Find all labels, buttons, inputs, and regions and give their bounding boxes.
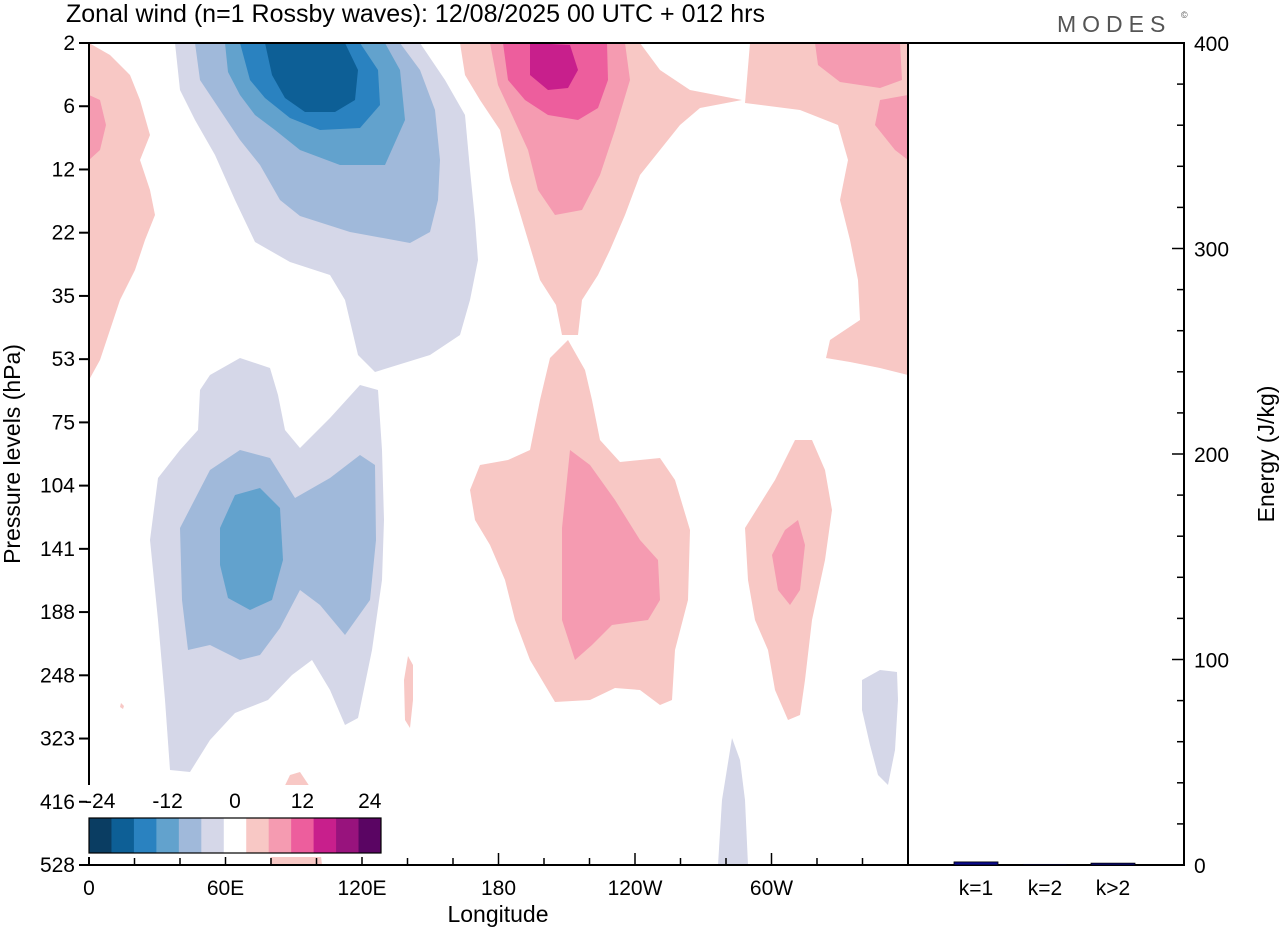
energy-category-label: k=1 (959, 877, 993, 900)
x-tick-label: 60W (750, 877, 793, 900)
colorbar-label: 0 (229, 790, 241, 813)
y-tick-label: 104 (40, 475, 75, 498)
colorbar-swatch (178, 818, 202, 853)
colorbar-swatch (111, 818, 135, 853)
colorbar-label: -12 (152, 790, 182, 813)
colorbar-swatch (291, 818, 315, 853)
colorbar-swatch (89, 818, 112, 853)
energy-bar (1022, 863, 1068, 866)
energy-tick-label: 0 (1194, 855, 1206, 878)
modes-logo: MODES © (1057, 10, 1188, 37)
y-tick-label: 141 (40, 538, 75, 561)
y-tick-label: 528 (40, 854, 75, 877)
contour-pos-lower-8 (562, 450, 660, 660)
y-tick-label: 416 (40, 791, 75, 814)
energy-category-label: k=2 (1028, 877, 1062, 900)
brand-name: MODES (1057, 11, 1171, 37)
y-tick-label: 22 (52, 222, 75, 245)
contour-neg-upper-20 (265, 43, 358, 112)
energy-tick-label: 100 (1194, 650, 1229, 673)
y-tick-label: 248 (40, 664, 75, 687)
y-axis-label: Pressure levels (hPa) (0, 344, 25, 564)
colorbar-label: 12 (291, 790, 314, 813)
y-tick-label: 35 (52, 285, 75, 308)
energy-bar-chart: 0 100 200 300 400 k=1 k=2 k>2 (953, 33, 1229, 900)
colorbar-swatch (246, 818, 270, 853)
x-tick-label: 120E (337, 877, 386, 900)
energy-bar (953, 861, 999, 866)
contour-pos-left-edge (89, 43, 155, 380)
y-tick-label: 53 (52, 348, 75, 371)
contour-pos-60w-8 (772, 520, 805, 605)
x-axis-label: Longitude (447, 901, 548, 927)
colorbar-swatch (133, 818, 157, 853)
contour-pos-right-upper-8 (815, 43, 902, 88)
y-tick-label: 2 (63, 32, 75, 55)
y-axis: 2 6 12 22 35 53 75 104 141 188 248 323 416 528 (40, 32, 89, 877)
contour-field (89, 43, 908, 865)
contour-pos-dot (120, 703, 124, 709)
energy-bar (1090, 862, 1136, 866)
colorbar-swatch (201, 818, 225, 853)
x-axis: 0 60E 120E 180 120W 60W (83, 853, 864, 900)
x-tick-label: 60E (207, 877, 244, 900)
colorbar-swatch (268, 818, 292, 853)
colorbar-swatch (313, 818, 337, 853)
energy-axis-label: Energy (J/kg) (1253, 386, 1279, 523)
colorbar-swatch (156, 818, 180, 853)
colorbar-label: 24 (358, 790, 382, 813)
y-tick-label: 12 (52, 158, 75, 181)
colorbar: -24 -12 0 12 24 (85, 785, 383, 857)
contour-neg-60w-lower (718, 738, 748, 865)
contour-neg-right-lower (862, 670, 898, 785)
contour-pos-lower-sliver (404, 656, 413, 728)
bar-plot-frame (907, 42, 1185, 866)
y-tick-label: 188 (40, 601, 75, 624)
colorbar-swatch (223, 818, 247, 853)
colorbar-label: -24 (85, 790, 116, 813)
contour-pos-right-upper-4 (745, 43, 908, 375)
x-tick-label: 120W (608, 877, 663, 900)
energy-tick-label: 400 (1194, 33, 1229, 56)
energy-tick-label: 300 (1194, 239, 1229, 262)
contour-neg-lower-12 (220, 488, 283, 610)
brand-copyright: © (1181, 10, 1188, 20)
energy-category-label: k>2 (1096, 877, 1130, 900)
contour-pos-right-upper-8b (875, 95, 908, 160)
y-tick-label: 6 (63, 95, 75, 118)
contour-pos-upper-16 (530, 43, 578, 90)
chart-title: Zonal wind (n=1 Rossby waves): 12/08/202… (66, 0, 765, 28)
y-tick-label: 323 (40, 728, 75, 751)
colorbar-frame (88, 817, 382, 854)
x-tick-label: 0 (83, 877, 95, 900)
x-tick-label: 180 (481, 877, 516, 900)
y-tick-label: 75 (52, 411, 75, 434)
energy-tick-label: 200 (1194, 444, 1229, 467)
colorbar-swatch (336, 818, 360, 853)
colorbar-swatch (358, 818, 382, 853)
contour-pos-left-edge-core (89, 95, 106, 160)
